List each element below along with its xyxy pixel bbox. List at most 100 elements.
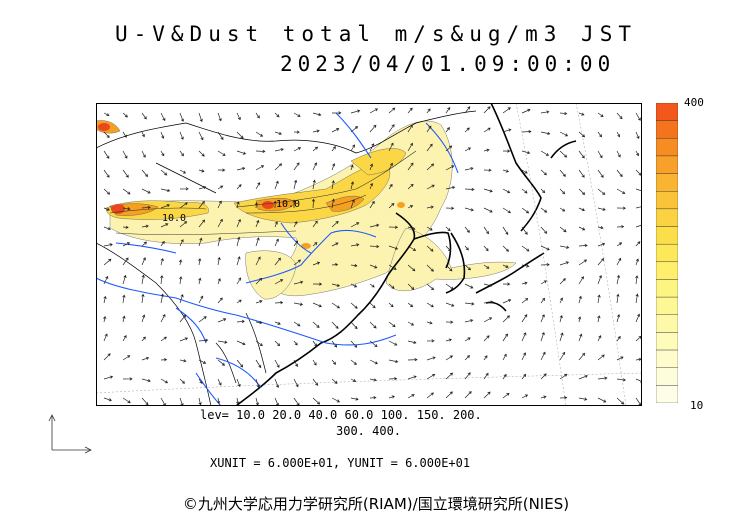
wind-arrow — [236, 131, 244, 139]
wind-arrow — [103, 295, 107, 304]
wind-arrow — [464, 302, 475, 306]
wind-arrow — [350, 126, 359, 133]
wind-arrow — [236, 397, 240, 405]
wind-arrow — [160, 257, 164, 266]
wind-arrow — [559, 351, 566, 361]
wind-arrow — [445, 206, 455, 210]
wind-arrow — [217, 200, 222, 209]
wind-arrow — [312, 302, 322, 308]
wind-arrow — [388, 124, 395, 133]
wind-arrow — [293, 130, 300, 134]
coastlines — [235, 103, 577, 406]
wind-arrow — [312, 261, 321, 266]
legend-swatch — [656, 191, 678, 210]
wind-arrow — [331, 146, 336, 152]
wind-arrow — [103, 275, 109, 285]
wind-arrow — [103, 333, 108, 342]
wind-arrow — [483, 245, 489, 252]
wind-arrow — [350, 321, 358, 330]
wind-arrow — [540, 262, 550, 267]
wind-arrow — [521, 188, 528, 194]
wind-arrow — [464, 245, 469, 251]
wind-arrow — [293, 112, 301, 117]
wind-arrow — [293, 259, 302, 266]
wind-arrow — [369, 108, 379, 114]
wind-arrow — [578, 207, 586, 212]
wind-arrow — [540, 297, 546, 304]
wind-arrow — [426, 245, 434, 252]
wind-arrow — [312, 146, 319, 152]
wind-arrow — [388, 395, 395, 399]
wind-arrow — [635, 275, 639, 285]
wind-arrow — [255, 219, 260, 228]
wind-arrow — [502, 245, 509, 252]
wind-arrow — [179, 202, 188, 209]
wind-arrow — [160, 223, 169, 228]
wind-arrow — [426, 108, 431, 114]
wind-arrow — [255, 149, 266, 154]
wind-arrow — [350, 199, 355, 209]
copyright-notice: ©九州大学応用力学研究所(RIAM)/国立環境研究所(NIES) — [182, 495, 570, 513]
wind-arrow — [331, 283, 341, 288]
wind-arrow — [483, 335, 490, 342]
wind-arrow — [616, 150, 621, 158]
wind-arrow — [597, 242, 606, 247]
wind-arrow — [179, 359, 187, 363]
wind-arrow — [198, 200, 205, 209]
wind-arrow — [141, 131, 145, 138]
wind-arrow — [160, 150, 165, 157]
dust-color-legend — [656, 103, 678, 403]
wind-arrow — [502, 315, 510, 323]
wind-arrow — [198, 150, 205, 157]
wind-arrow — [179, 294, 184, 304]
wind-arrow — [312, 397, 321, 405]
wind-arrow — [350, 397, 359, 401]
wind-arrow — [540, 373, 547, 380]
wind-arrow — [559, 261, 570, 266]
wind-arrow — [350, 283, 358, 288]
wind-arrow — [635, 241, 641, 247]
wind-arrow — [521, 332, 527, 342]
wind-arrow — [502, 128, 512, 133]
wind-arrow — [597, 376, 608, 380]
wind-arrow — [407, 124, 413, 133]
wind-arrow — [160, 169, 168, 176]
wind-arrow — [597, 188, 606, 195]
wind-arrow — [198, 169, 205, 173]
wind-arrow — [312, 378, 319, 386]
wind-arrow — [350, 222, 360, 228]
wind-arrow — [483, 226, 489, 235]
wind-arrow — [635, 131, 640, 140]
wind-arrow — [388, 359, 399, 364]
wind-arrow — [236, 218, 241, 228]
wind-arrow — [312, 282, 323, 286]
wind-arrow — [122, 294, 126, 304]
wind-arrow — [312, 129, 320, 133]
wind-arrow — [141, 241, 148, 247]
map-title-timestamp: 2023/04/01.09:00:00 — [280, 52, 616, 76]
wind-arrow — [578, 131, 586, 138]
wind-arrow — [312, 340, 318, 347]
wind-arrow — [274, 163, 283, 171]
wind-arrow — [312, 242, 318, 247]
wind-arrow — [540, 110, 550, 114]
wind-arrow — [141, 169, 149, 178]
wind-arrow — [426, 163, 435, 171]
wind-arrow — [311, 198, 316, 209]
wind-arrow — [236, 378, 241, 388]
wind-arrow — [407, 142, 413, 152]
wind-arrow — [483, 300, 494, 304]
legend-swatch — [656, 155, 678, 174]
map-title-line1: U-V&Dust total m/s&ug/m3 JST — [114, 22, 637, 46]
wind-arrow — [312, 321, 320, 328]
wind-arrow — [445, 302, 455, 307]
contour-label-b: 10.0 — [276, 199, 300, 210]
wind-arrow — [426, 205, 434, 209]
wind-arrow — [369, 359, 378, 365]
wind-arrow — [293, 340, 298, 346]
wind-arrow — [578, 352, 586, 361]
legend-swatch — [656, 349, 678, 368]
wind-arrow — [160, 358, 168, 362]
wind-arrow — [255, 378, 260, 388]
vector-units: XUNIT = 6.000E+01, YUNIT = 6.000E+01 — [210, 456, 471, 470]
